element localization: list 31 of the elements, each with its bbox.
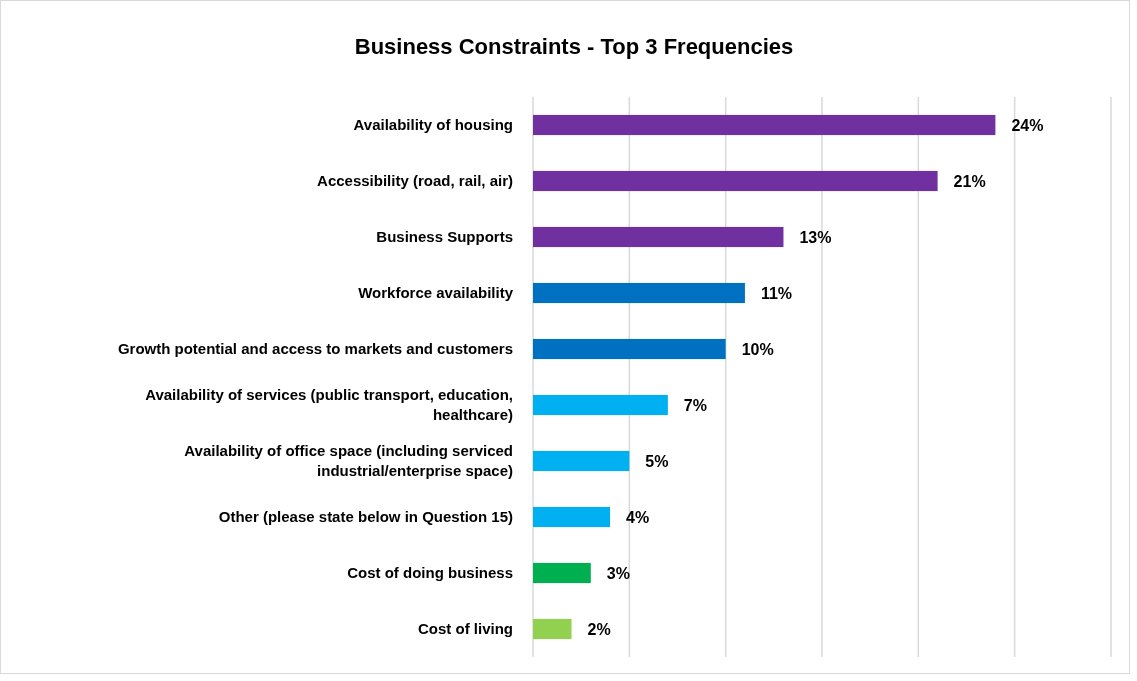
bar (533, 226, 784, 248)
y-tick-label: Accessibility (road, rail, air) (317, 172, 513, 189)
bar (533, 506, 611, 528)
y-tick-label: Availability of services (public transport, education, healthcare) (145, 386, 513, 423)
y-tick-label: Availability of office space (including serviced industrial/enterprise space) (184, 442, 513, 479)
data-label: 2% (587, 621, 611, 638)
y-tick-label: Cost of living (418, 620, 513, 637)
data-label: 3% (606, 565, 630, 582)
data-label: 5% (645, 453, 669, 470)
bar (533, 394, 668, 416)
bar (533, 114, 996, 136)
bar (533, 618, 572, 640)
data-label: 7% (683, 397, 707, 414)
y-tick-label: Workforce availability (358, 284, 514, 301)
bar (533, 170, 938, 192)
y-tick-label: Other (please state below in Question 15) (218, 508, 513, 525)
data-label: 11% (760, 285, 793, 302)
data-label: 24% (1011, 117, 1044, 134)
bar (533, 282, 745, 304)
data-label: 10% (741, 341, 774, 358)
data-label: 4% (626, 509, 650, 526)
data-label: 13% (799, 229, 832, 246)
y-tick-label: Availability of housing (353, 116, 513, 133)
bar (533, 562, 591, 584)
bar (533, 450, 630, 472)
y-tick-label: Cost of doing business (347, 564, 513, 581)
chart-title: Business Constraints - Top 3 Frequencies (354, 34, 794, 59)
y-tick-label: Business Supports (376, 228, 513, 245)
bar (533, 338, 726, 360)
data-label: 21% (953, 173, 986, 190)
y-tick-label: Growth potential and access to markets and customers (117, 340, 513, 357)
